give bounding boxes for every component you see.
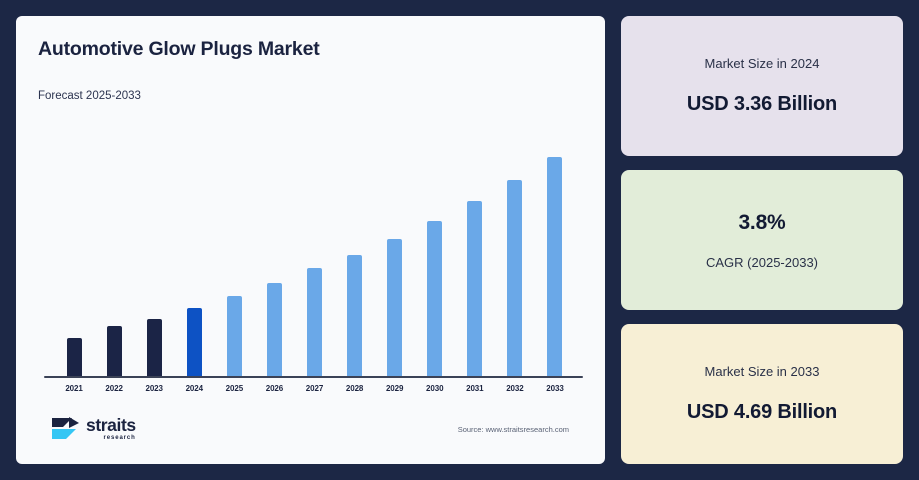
stat-card-value: 3.8% <box>738 210 786 234</box>
tick-label-2033: 2033 <box>546 384 564 393</box>
bar-2033[interactable] <box>547 157 563 378</box>
panel-footer: straits research Source: www.straitsrese… <box>38 408 583 450</box>
bar-cell <box>375 146 415 378</box>
bar-cell <box>415 146 455 378</box>
straits-research-logo: straits research <box>50 415 136 443</box>
bar-cell <box>214 146 254 378</box>
stat-card-cagr: 3.8% CAGR (2025-2033) <box>621 170 903 310</box>
logo-subtitle: research <box>103 435 136 442</box>
bar-2026[interactable] <box>266 283 282 378</box>
stat-card-list: Market Size in 2024 USD 3.36 Billion 3.8% C… <box>621 16 903 464</box>
bar-cell <box>294 146 334 378</box>
bar-cell <box>94 146 134 378</box>
bar-series <box>54 146 575 378</box>
stat-card-label: Market Size in 2024 <box>704 56 820 72</box>
bar-2029[interactable] <box>387 239 403 378</box>
tick-label-2027: 2027 <box>305 384 324 393</box>
tick-label-2022: 2022 <box>105 384 123 393</box>
bar-2022[interactable] <box>106 326 122 378</box>
logo-wordmark: straits research <box>86 414 136 442</box>
tick-label-2025: 2025 <box>225 384 244 393</box>
bar-2025[interactable] <box>226 296 242 378</box>
bar-cell <box>134 146 174 378</box>
tick-label-2021: 2021 <box>65 384 83 393</box>
tick-label-2023: 2023 <box>145 384 163 393</box>
bar-2021[interactable] <box>66 338 82 378</box>
tick-label-2026: 2026 <box>265 384 284 393</box>
chart-panel: Automotive Glow Plugs Market Forecast 20… <box>16 16 605 464</box>
bar-cell <box>495 146 535 378</box>
stat-card-label: CAGR (2025-2033) <box>706 254 818 270</box>
stat-card-market-size-2033: Market Size in 2033 USD 4.69 Billion <box>621 324 903 464</box>
x-axis-tick-labels: 2021 2022 2023 2024 2025 2026 2027 2028 2029 2030… <box>54 380 575 398</box>
stat-card-value: USD 4.69 Billion <box>686 400 838 423</box>
bar-2028[interactable] <box>347 255 363 378</box>
stat-card-market-size-2024: Market Size in 2024 USD 3.36 Billion <box>621 16 903 156</box>
x-axis-line <box>44 375 583 378</box>
tick-label-2030: 2030 <box>426 384 444 393</box>
stat-card-value: USD 3.36 Billion <box>686 92 838 115</box>
forecast-subtitle: Forecast 2025-2033 <box>38 90 141 103</box>
bar-2031[interactable] <box>467 201 483 378</box>
tick-label-2024: 2024 <box>185 384 204 393</box>
bar-cell <box>535 146 575 378</box>
source-attribution: Source: www.straitsresearch.com <box>457 424 569 434</box>
straits-arrow-icon <box>50 415 80 443</box>
bar-cell <box>54 146 94 378</box>
logo-name: straits <box>86 414 136 435</box>
bar-2027[interactable] <box>307 268 322 378</box>
bar-cell <box>455 146 495 378</box>
tick-label-2029: 2029 <box>385 384 404 393</box>
bar-2030[interactable] <box>427 221 443 378</box>
tick-label-2031: 2031 <box>466 384 484 393</box>
bar-2032[interactable] <box>507 180 523 378</box>
tick-label-2032: 2032 <box>506 384 524 393</box>
stat-card-label: Market Size in 2033 <box>704 364 820 380</box>
bar-2024[interactable] <box>186 308 202 378</box>
plot-area: 2021 2022 2023 2024 2025 2026 2027 2028 2029 2030… <box>38 108 583 408</box>
bar-cell <box>335 146 375 378</box>
page-title: Automotive Glow Plugs Market <box>38 38 320 60</box>
bar-2023[interactable] <box>146 319 162 378</box>
bar-cell <box>174 146 214 378</box>
bar-cell <box>254 146 294 378</box>
tick-label-2028: 2028 <box>345 384 364 393</box>
